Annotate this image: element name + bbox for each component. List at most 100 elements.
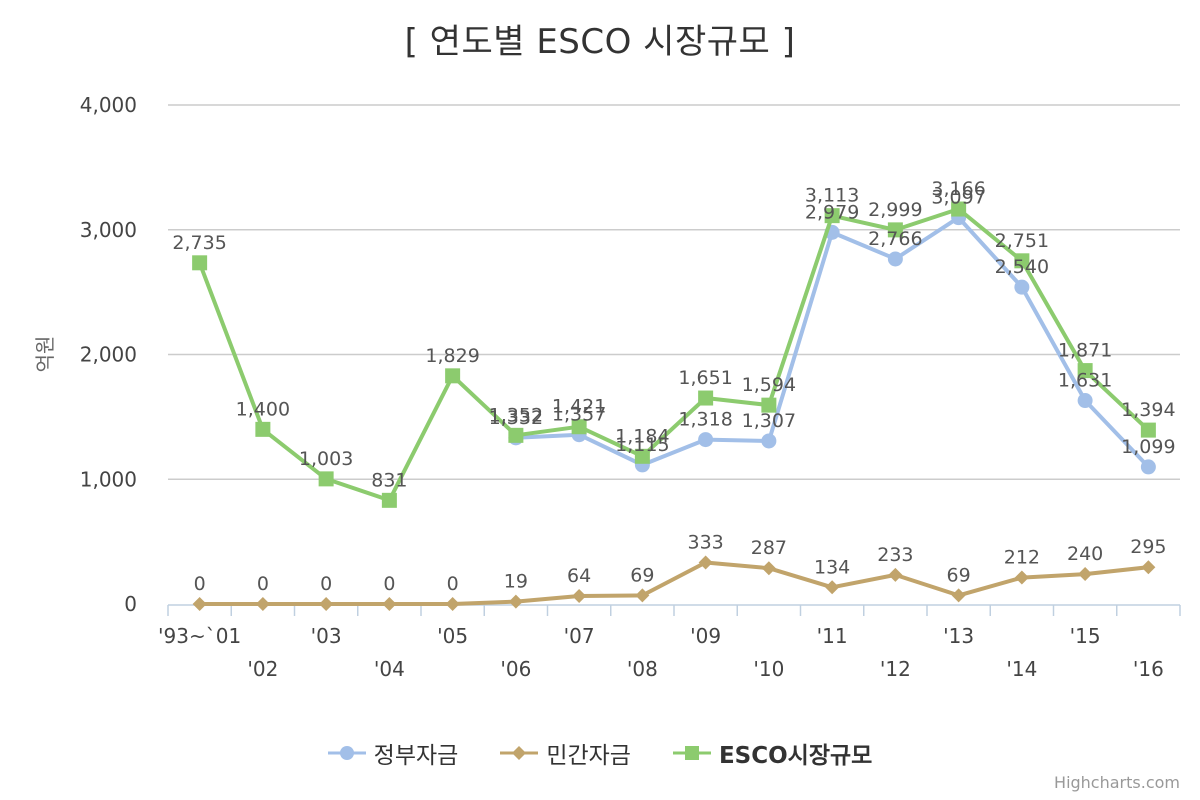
data-label: 1,003	[299, 448, 353, 470]
square-marker	[508, 427, 524, 443]
diamond-marker	[445, 597, 460, 611]
data-label: 1,871	[1058, 340, 1112, 362]
x-tick-label: '11	[817, 624, 848, 648]
x-tick-label: '10	[753, 657, 784, 681]
circle-marker-icon	[327, 746, 366, 760]
x-axis: '93~`01'02 '03 '04 '05 '06 '07 '08 '09 '10 '11 '12…	[158, 604, 1181, 681]
legend: 정부자금 민간자금 ESCO시장규모	[0, 736, 1200, 770]
diamond-marker	[1078, 567, 1093, 582]
y-tick-label: 0	[124, 592, 137, 616]
data-label: 3,097	[931, 187, 985, 209]
square-marker-icon	[672, 746, 711, 760]
x-tick-label: '12	[880, 657, 911, 681]
data-label: 1,829	[425, 345, 479, 367]
data-label: 3,113	[805, 185, 859, 207]
square-marker	[255, 421, 271, 437]
x-tick-label: '02	[247, 657, 278, 681]
data-label: 212	[1004, 547, 1040, 569]
data-label: 1,352	[489, 404, 543, 426]
square-marker	[192, 255, 208, 271]
data-label: 831	[371, 469, 407, 491]
square-marker	[1140, 422, 1156, 438]
square-marker	[318, 471, 334, 487]
data-label: 19	[504, 571, 528, 593]
legend-label-government: 정부자금	[373, 743, 459, 769]
square-marker	[634, 448, 650, 464]
square-marker	[887, 222, 903, 238]
data-label: 0	[194, 573, 206, 595]
diamond-marker	[761, 561, 776, 576]
square-marker	[445, 368, 461, 384]
square-marker	[1077, 363, 1093, 379]
diamond-marker	[255, 597, 270, 611]
diamond-marker	[572, 589, 587, 604]
data-label: 69	[630, 564, 654, 586]
data-labels: 1,332 1,357 1,115 1,318 1,307 2,979 2,766 3,097…	[172, 178, 1175, 595]
x-tick-label: '03	[311, 624, 342, 648]
data-label: 1,307	[742, 410, 796, 432]
square-marker	[571, 419, 587, 435]
diamond-marker	[1141, 560, 1156, 575]
data-label: 1,421	[552, 396, 606, 418]
legend-item-esco[interactable]: ESCO시장규모	[672, 736, 872, 770]
series-group	[192, 201, 1156, 611]
diamond-marker	[319, 597, 334, 611]
data-label: 1,184	[615, 425, 669, 447]
data-label: 2,751	[995, 230, 1049, 252]
data-label: 1,332	[489, 407, 543, 429]
data-label: 333	[687, 531, 723, 553]
diamond-marker	[382, 597, 397, 611]
square-marker	[1014, 253, 1030, 269]
data-label: 2,999	[868, 199, 922, 221]
x-tick-label: '16	[1133, 657, 1164, 681]
x-tick-label: '04	[374, 657, 405, 681]
chart-title: [ 연도별 ESCO 시장규모 ]	[404, 22, 796, 62]
data-label: 240	[1067, 543, 1103, 565]
data-label: 233	[877, 544, 913, 566]
data-label: 2,979	[805, 201, 859, 223]
x-tick-label: '15	[1070, 624, 1101, 648]
square-marker	[698, 390, 714, 406]
series-line-2	[197, 207, 1150, 503]
diamond-marker	[825, 580, 840, 595]
diamond-marker	[1014, 570, 1029, 585]
circle-marker	[698, 432, 714, 448]
square-marker	[381, 492, 397, 508]
series-line-0	[515, 215, 1150, 469]
data-label: 295	[1130, 536, 1166, 558]
data-label: 0	[320, 573, 332, 595]
diamond-marker	[951, 588, 966, 603]
x-tick-label: '93~`01	[158, 624, 241, 648]
square-marker	[824, 208, 840, 224]
data-label: 1,318	[678, 409, 732, 431]
x-tick-label: '07	[564, 624, 595, 648]
data-label: 1,394	[1121, 399, 1175, 421]
circle-marker	[1140, 459, 1156, 475]
x-tick-label: '09	[690, 624, 721, 648]
y-tick-label: 1,000	[80, 467, 137, 491]
data-label: 0	[257, 573, 269, 595]
y-tick-label: 3,000	[80, 218, 137, 242]
data-label: 1,115	[615, 434, 669, 456]
diamond-marker	[508, 594, 523, 609]
square-marker	[951, 201, 967, 217]
x-tick-label: '13	[943, 624, 974, 648]
data-label: 3,166	[931, 178, 985, 200]
x-tick-label: '06	[500, 657, 531, 681]
gridlines	[168, 104, 1180, 480]
y-tick-label: 2,000	[80, 343, 137, 367]
legend-item-government[interactable]: 정부자금	[327, 736, 459, 770]
y-tick-label: 4,000	[80, 93, 137, 117]
data-label: 134	[814, 556, 850, 578]
credits-link[interactable]: Highcharts.com	[1054, 773, 1180, 792]
data-label: 64	[567, 565, 591, 587]
data-label: 1,357	[552, 404, 606, 426]
diamond-marker-icon	[500, 746, 539, 760]
x-tick-label: '08	[627, 657, 658, 681]
data-label: 1,631	[1058, 370, 1112, 392]
legend-item-private[interactable]: 민간자금	[500, 736, 631, 770]
data-label: 1,099	[1121, 436, 1175, 458]
data-label: 1,651	[678, 367, 732, 389]
